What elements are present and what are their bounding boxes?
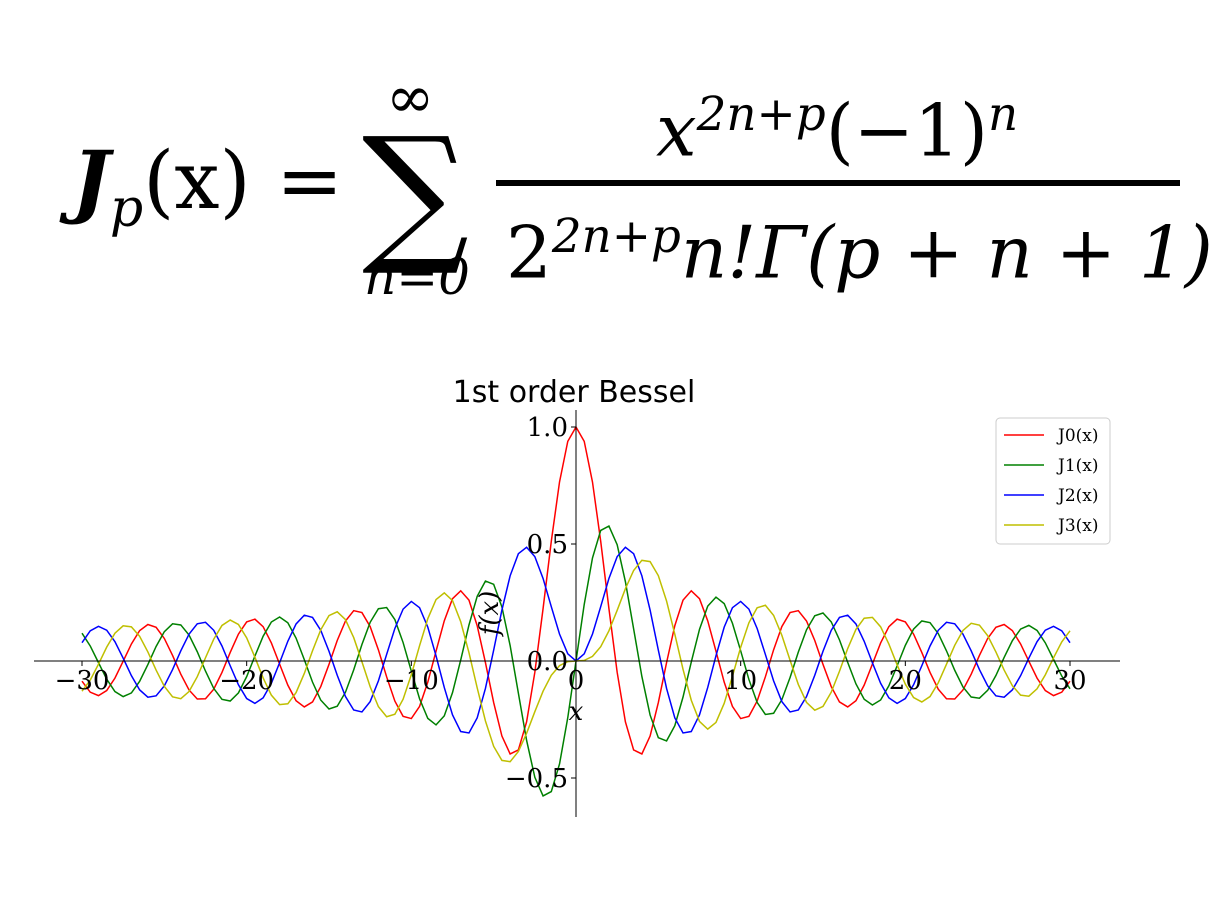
formula-numerator-rest-exp: n <box>988 88 1019 142</box>
legend-label-j1: J1(x) <box>1056 456 1098 476</box>
formula-sum-upper: ∞ <box>386 63 435 131</box>
x-axis-label: x <box>569 697 584 727</box>
legend-box <box>995 417 1111 545</box>
formula-lhs: Jp(x) = <box>72 140 343 235</box>
legend-label-j2: J2(x) <box>1056 486 1098 506</box>
formula-numerator-rest: (−1) <box>825 88 989 173</box>
y-tick-label: 1.0 <box>527 413 568 443</box>
x-tick-label: −10 <box>384 666 439 696</box>
formula-numerator: x2n+p(−1)n <box>656 92 1018 167</box>
formula-sum-symbol: ∑ <box>362 106 470 280</box>
legend: J0(x) J1(x) J2(x) J3(x) <box>995 417 1111 545</box>
formula-lhs-symbol: J <box>72 133 110 227</box>
x-tick-label: 20 <box>889 666 922 696</box>
formula-denominator-exp: 2n+p <box>551 210 681 264</box>
y-tick-label: 0.0 <box>527 647 568 677</box>
chart-title: 1st order Bessel <box>453 375 696 410</box>
bessel-formula: Jp(x) = ∞ ∑ n=0 x2n+p(−1)n 22n+pn!Γ(p + … <box>0 0 1228 340</box>
formula-numerator-exp: 2n+p <box>696 88 826 142</box>
x-tick-label: 10 <box>724 666 757 696</box>
y-tick-label: −0.5 <box>505 764 568 794</box>
formula-lhs-arg: (x) = <box>143 134 344 227</box>
formula-numerator-base: x <box>656 88 697 173</box>
x-tick-label: −30 <box>55 666 110 696</box>
axis-ticks: −30 −20 −10 0 10 20 30 −0.5 0.0 0.5 1.0 <box>55 413 1087 794</box>
formula-sum-lower: n=0 <box>364 248 470 306</box>
legend-label-j0: J0(x) <box>1056 426 1098 446</box>
formula-fraction-bar <box>496 180 1180 186</box>
formula-denominator-base: 2 <box>506 210 552 295</box>
formula-denominator-rest: n!Γ(p + n + 1) <box>680 210 1213 295</box>
formula-denominator: 22n+pn!Γ(p + n + 1) <box>506 214 1213 289</box>
x-tick-label: 30 <box>1053 666 1086 696</box>
legend-label-j3: J3(x) <box>1056 516 1098 536</box>
x-tick-label: 0 <box>568 666 585 696</box>
formula-lhs-subscript: p <box>109 179 144 240</box>
y-axis-label: f(x) <box>475 591 505 638</box>
x-tick-label: −20 <box>219 666 274 696</box>
y-tick-label: 0.5 <box>527 530 568 560</box>
